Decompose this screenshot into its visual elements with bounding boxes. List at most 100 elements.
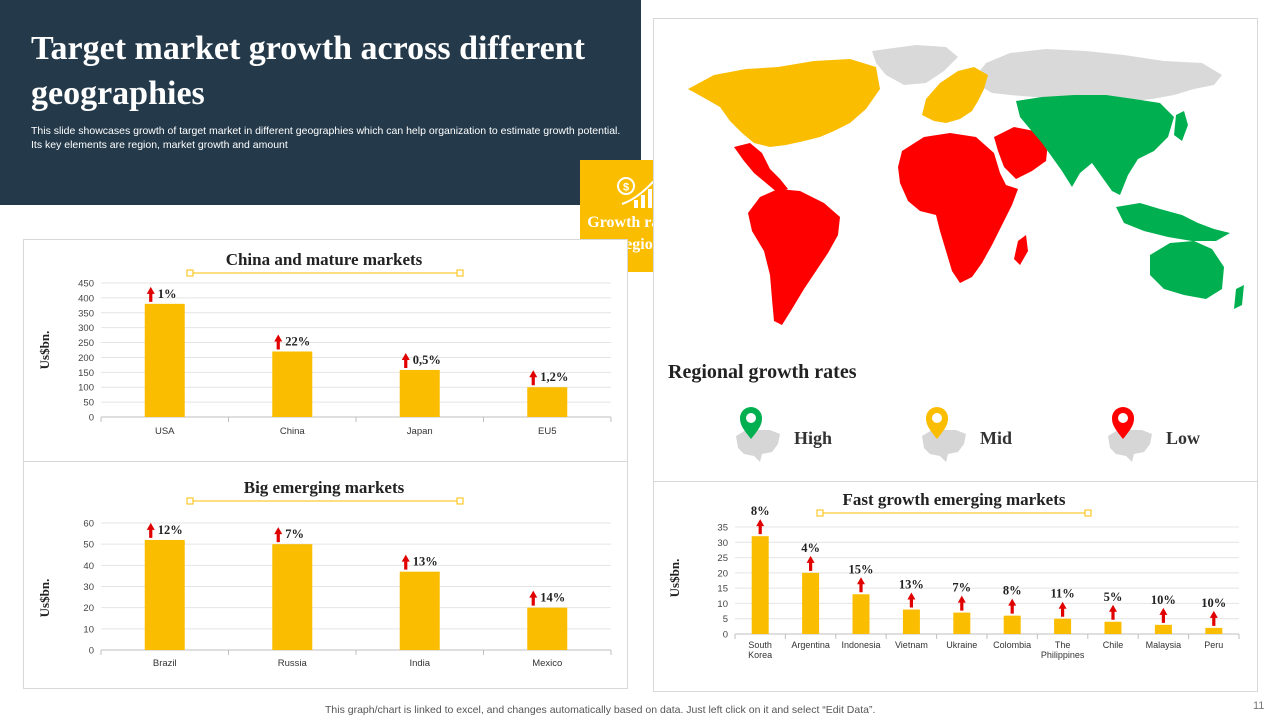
y-tick-label: 0 <box>89 646 94 657</box>
chart-panel-mature <box>23 239 628 462</box>
chart-panel-emerging <box>23 461 628 689</box>
y-tick-label: 150 <box>78 368 94 379</box>
growth-label: 12% <box>158 523 183 537</box>
y-axis-label: Us$bn. <box>667 559 682 598</box>
category-label: Colombia <box>993 640 1031 650</box>
map-region-greenland <box>872 45 958 85</box>
category-label: China <box>280 426 306 437</box>
growth-label: 4% <box>801 541 820 555</box>
growth-arrow-icon <box>146 286 155 302</box>
growth-arrow-icon <box>401 352 410 368</box>
map-panel: Regional growth rates High Mid Low <box>653 18 1258 482</box>
growth-arrow-icon <box>274 527 283 543</box>
category-label: Peru <box>1204 640 1223 650</box>
map-region-south-america <box>748 189 840 325</box>
growth-label: 5% <box>1104 590 1123 604</box>
y-tick-label: 40 <box>83 561 94 572</box>
growth-label: 7% <box>285 527 304 541</box>
bar <box>272 544 313 650</box>
category-label: South <box>748 640 772 650</box>
bar <box>852 594 870 634</box>
map-region-madagascar <box>1014 235 1028 265</box>
legend-label-low: Low <box>1166 428 1201 448</box>
category-label: Mexico <box>532 658 562 669</box>
map-region-southeast-asia <box>1116 203 1230 241</box>
growth-label: 0,5% <box>413 353 441 367</box>
y-tick-label: 300 <box>78 323 94 334</box>
bar <box>802 572 820 634</box>
growth-arrow-icon <box>857 577 865 593</box>
growth-arrow-icon <box>907 592 916 608</box>
y-tick-label: 25 <box>717 553 728 564</box>
y-tick-label: 350 <box>78 308 94 319</box>
category-label: Korea <box>748 650 772 660</box>
usa-silhouette-icon <box>922 430 966 462</box>
category-label: Argentina <box>791 640 830 650</box>
y-tick-label: 35 <box>717 523 728 534</box>
legend-label-high: High <box>794 428 833 448</box>
growth-arrow-icon <box>529 590 538 606</box>
y-tick-label: 10 <box>83 624 94 635</box>
growth-arrow-icon <box>1008 598 1017 614</box>
category-label: Chile <box>1103 640 1124 650</box>
growth-label: 10% <box>1201 596 1226 610</box>
y-axis-label: Us$bn. <box>37 579 52 618</box>
bar <box>144 539 185 650</box>
growth-arrow-icon <box>957 595 966 611</box>
category-label: India <box>409 658 430 669</box>
y-tick-label: 100 <box>78 383 94 394</box>
category-label: Vietnam <box>895 640 928 650</box>
y-tick-label: 50 <box>83 398 94 409</box>
y-tick-label: 5 <box>723 614 728 625</box>
title-underline-handle <box>186 497 194 505</box>
chart-panel-fast-growth <box>653 481 1258 692</box>
y-tick-label: 20 <box>83 603 94 614</box>
growth-arrow-icon <box>756 519 765 535</box>
growth-label: 1,2% <box>540 370 568 384</box>
y-tick-label: 50 <box>83 540 94 551</box>
growth-arrow-icon <box>146 522 155 538</box>
usa-silhouette-icon <box>1108 430 1152 462</box>
growth-label: 8% <box>1003 584 1022 598</box>
bar <box>527 387 568 417</box>
map-region-europe <box>922 67 988 123</box>
title-underline-handle <box>456 269 464 277</box>
y-tick-label: 30 <box>83 582 94 593</box>
legend-label-mid: Mid <box>980 428 1013 448</box>
y-tick-label: 10 <box>717 599 728 610</box>
growth-label: 10% <box>1151 593 1176 607</box>
y-tick-label: 30 <box>717 538 728 549</box>
bar <box>1104 621 1122 634</box>
page-title: Target market growth across different ge… <box>31 30 585 112</box>
category-label: Japan <box>407 426 433 437</box>
map-region-new-zealand <box>1234 285 1244 309</box>
title-underline-handle <box>816 509 824 517</box>
y-tick-label: 0 <box>89 413 94 424</box>
category-label: EU5 <box>538 426 556 437</box>
bar <box>902 609 920 634</box>
category-label: The <box>1055 640 1071 650</box>
category-label: Brazil <box>153 658 177 669</box>
map-region-australia <box>1150 241 1224 299</box>
map-region-japan <box>1174 111 1188 141</box>
usa-silhouette-icon <box>736 430 780 462</box>
title-underline-handle <box>1084 509 1092 517</box>
chart-title-emerging: Big emerging markets <box>243 478 405 497</box>
bar <box>144 303 185 417</box>
bar <box>1054 618 1072 634</box>
svg-text:$: $ <box>623 182 629 194</box>
growth-label: 13% <box>899 578 924 592</box>
growth-label: 14% <box>540 591 565 605</box>
growth-arrow-icon <box>1159 607 1168 623</box>
y-axis-label: Us$bn. <box>37 331 52 370</box>
footer-note: This graph/chart is linked to excel, and… <box>325 704 876 716</box>
title-underline-handle <box>456 497 464 505</box>
map-region-middle-east <box>994 127 1048 179</box>
bar <box>1205 627 1223 634</box>
bar <box>751 536 769 634</box>
growth-label: 7% <box>952 581 971 595</box>
chart-big-emerging-markets: 0 10 20 30 40 50 60 Us$bn. 12% Brazil 7% Russia 13% I… <box>37 497 612 669</box>
y-tick-label: 200 <box>78 353 94 364</box>
y-tick-label: 250 <box>78 338 94 349</box>
